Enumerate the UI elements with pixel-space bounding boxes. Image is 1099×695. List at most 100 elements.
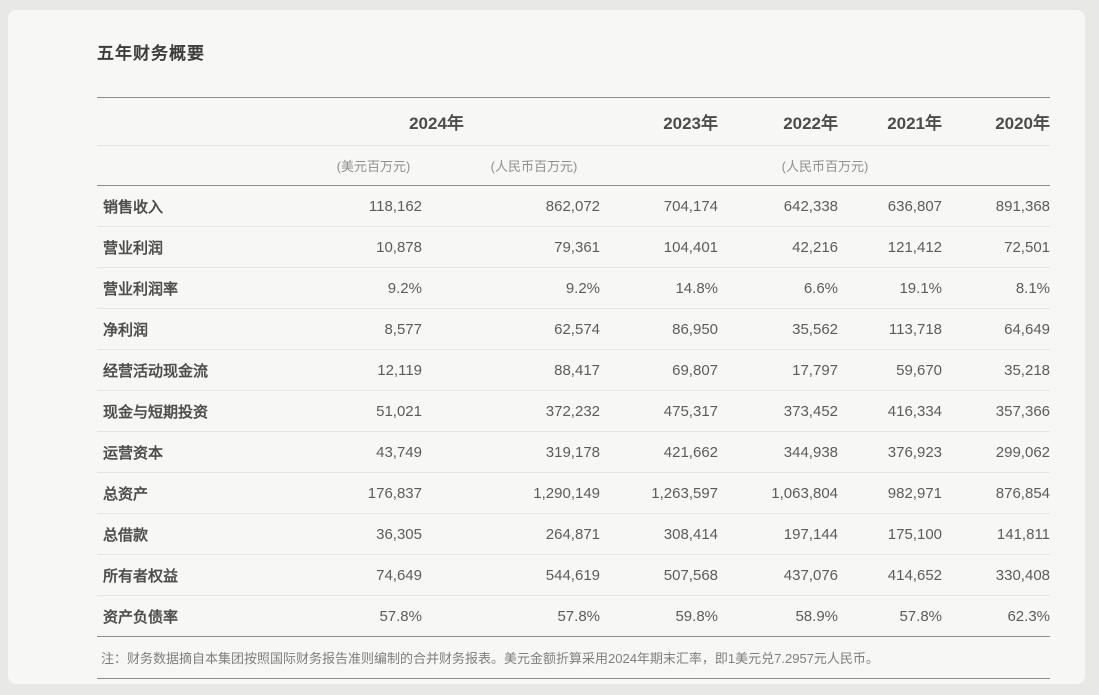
report-card: 五年财务概要 2024年 2023年 2022年 2021年 2020年 (8, 10, 1085, 684)
table-row: 销售收入 118,162 862,072 704,174 642,338 636,807 8… (97, 186, 1051, 227)
cell-value: 299,062 (995, 443, 1051, 461)
cell-value: 9.2% (565, 279, 601, 297)
row-label: 营业利润率 (103, 280, 179, 298)
cell-value: 121,412 (887, 238, 943, 256)
row-label: 净利润 (103, 321, 149, 339)
unit-header-usd: (美元百万元) (336, 159, 411, 174)
cell-value: 51,021 (376, 402, 422, 420)
cell-value: 74,649 (376, 566, 422, 584)
cell-value: 36,305 (376, 525, 422, 543)
unit-header-rmb-2024: (人民币百万元) (490, 159, 578, 174)
row-label: 营业利润 (103, 239, 164, 257)
cell-value: 373,452 (783, 402, 839, 420)
cell-value: 59,670 (896, 361, 943, 379)
cell-value: 544,619 (545, 566, 601, 584)
year-header-2024: 2024年 (409, 114, 464, 133)
corner-cell (97, 98, 325, 146)
page-title: 五年财务概要 (97, 44, 205, 63)
year-header-2020: 2020年 (995, 114, 1051, 133)
cell-value: 636,807 (887, 197, 943, 215)
table-row: 总借款 36,305 264,871 308,414 197,144 175,100 141… (97, 514, 1051, 555)
table-body: 销售收入 118,162 862,072 704,174 642,338 636,807 8… (97, 186, 1051, 637)
cell-value: 264,871 (545, 525, 601, 543)
cell-value: 308,414 (663, 525, 719, 543)
cell-value: 507,568 (663, 566, 719, 584)
cell-value: 344,938 (783, 443, 839, 461)
cell-value: 6.6% (803, 279, 839, 297)
cell-value: 35,218 (1004, 361, 1051, 379)
report-content: 五年财务概要 2024年 2023年 2022年 2021年 2020年 (97, 10, 1051, 679)
row-label: 经营活动现金流 (103, 362, 209, 380)
cell-value: 642,338 (783, 197, 839, 215)
table-header: 2024年 2023年 2022年 2021年 2020年 (美元百万元) (人… (97, 97, 1051, 186)
table-row: 总资产 176,837 1,290,149 1,263,597 1,063,804 982… (97, 473, 1051, 514)
cell-value: 197,144 (783, 525, 839, 543)
cell-value: 1,290,149 (533, 484, 601, 502)
year-header-2022: 2022年 (783, 114, 839, 133)
cell-value: 79,361 (554, 238, 601, 256)
cell-value: 35,562 (792, 320, 839, 338)
cell-value: 862,072 (545, 197, 601, 215)
row-label: 销售收入 (103, 198, 164, 216)
cell-value: 704,174 (663, 197, 719, 215)
cell-value: 982,971 (887, 484, 943, 502)
corner-cell (97, 146, 325, 186)
cell-value: 62.3% (1007, 607, 1051, 625)
cell-value: 59.8% (675, 607, 719, 625)
financial-summary-table: 2024年 2023年 2022年 2021年 2020年 (美元百万元) (人… (97, 97, 1051, 637)
cell-value: 113,718 (888, 320, 943, 338)
table-row: 净利润 8,577 62,574 86,950 35,562 113,718 64,649 (97, 309, 1051, 350)
table-row: 现金与短期投资 51,021 372,232 475,317 373,452 416,33… (97, 391, 1051, 432)
cell-value: 69,807 (672, 361, 719, 379)
row-label: 总资产 (103, 485, 149, 503)
cell-value: 12,119 (377, 361, 422, 379)
cell-value: 118,162 (368, 197, 422, 215)
row-label: 现金与短期投资 (103, 403, 209, 421)
row-label: 资产负债率 (103, 608, 179, 626)
cell-value: 72,501 (1004, 238, 1051, 256)
table-row: 运营资本 43,749 319,178 421,662 344,938 376,923 29… (97, 432, 1051, 473)
cell-value: 8,577 (384, 320, 422, 338)
cell-value: 372,232 (545, 402, 601, 420)
row-label: 所有者权益 (103, 567, 179, 585)
cell-value: 319,178 (545, 443, 601, 461)
cell-value: 17,797 (792, 361, 839, 379)
cell-value: 176,837 (367, 484, 422, 502)
cell-value: 42,216 (792, 238, 839, 256)
table-row: 营业利润率 9.2% 9.2% 14.8% 6.6% 19.1% 8.1% (97, 268, 1051, 309)
unit-header-rmb-prior-years: (人民币百万元) (781, 159, 869, 174)
footnote: 注：财务数据摘自本集团按照国际财务报告准则编制的合并财务报表。美元金额折算采用2… (97, 637, 1050, 679)
cell-value: 876,854 (995, 484, 1051, 502)
cell-value: 475,317 (663, 402, 719, 420)
cell-value: 421,662 (663, 443, 719, 461)
cell-value: 1,263,597 (651, 484, 719, 502)
cell-value: 88,417 (554, 361, 601, 379)
cell-value: 8.1% (1015, 279, 1051, 297)
year-header-2021: 2021年 (887, 114, 943, 133)
cell-value: 58.9% (795, 607, 839, 625)
cell-value: 57.8% (899, 607, 943, 625)
table-row: 资产负债率 57.8% 57.8% 59.8% 58.9% 57.8% 62.3% (97, 596, 1051, 637)
cell-value: 19.1% (899, 279, 943, 297)
cell-value: 1,063,804 (771, 484, 839, 502)
table-row: 经营活动现金流 12,119 88,417 69,807 17,797 59,670 35,… (97, 350, 1051, 391)
cell-value: 10,878 (376, 238, 422, 256)
cell-value: 891,368 (995, 197, 1051, 215)
cell-value: 357,366 (995, 402, 1051, 420)
table-row: 营业利润 10,878 79,361 104,401 42,216 121,412 72,5… (97, 227, 1051, 268)
cell-value: 14.8% (675, 279, 719, 297)
row-label: 运营资本 (103, 444, 164, 462)
year-header-row: 2024年 2023年 2022年 2021年 2020年 (97, 97, 1051, 146)
cell-value: 414,652 (887, 566, 943, 584)
cell-value: 57.8% (379, 607, 422, 625)
cell-value: 175,100 (887, 525, 943, 543)
cell-value: 376,923 (887, 443, 943, 461)
cell-value: 437,076 (783, 566, 839, 584)
row-label: 总借款 (103, 526, 149, 544)
cell-value: 64,649 (1004, 320, 1051, 338)
cell-value: 43,749 (376, 443, 422, 461)
cell-value: 141,811 (996, 525, 1051, 543)
year-header-2023: 2023年 (663, 114, 719, 133)
cell-value: 416,334 (887, 402, 943, 420)
table-row: 所有者权益 74,649 544,619 507,568 437,076 414,652 3… (97, 555, 1051, 596)
